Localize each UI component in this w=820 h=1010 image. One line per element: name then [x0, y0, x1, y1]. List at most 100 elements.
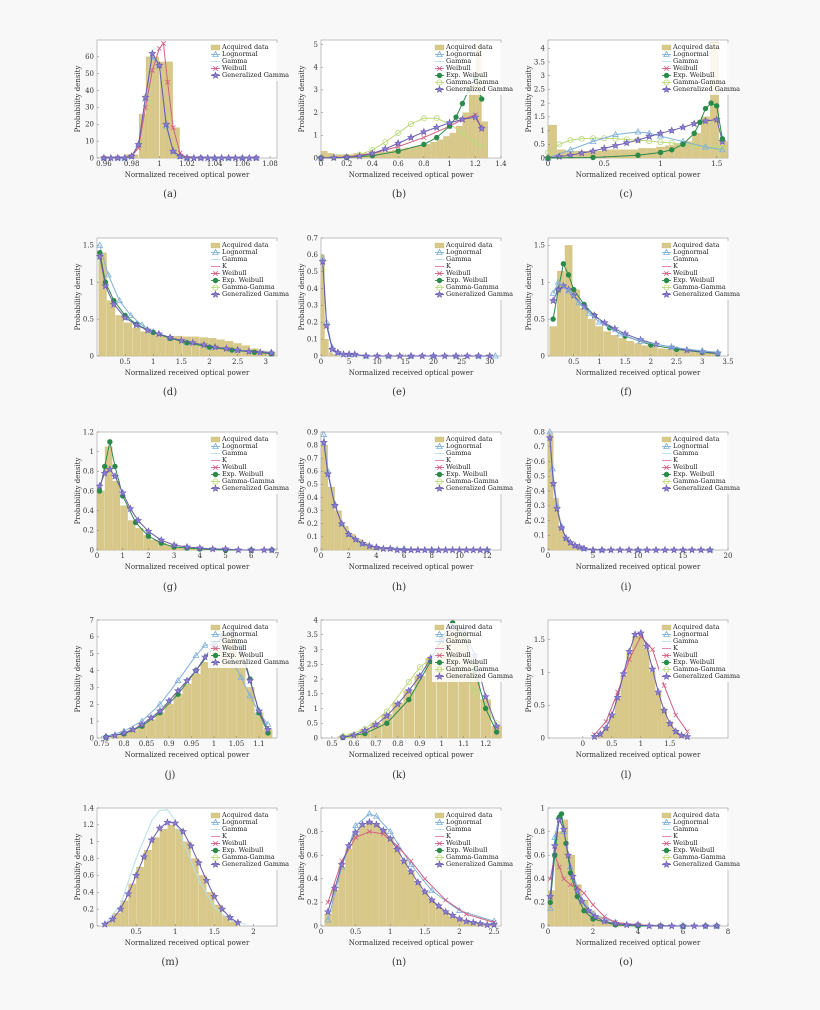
data-point	[105, 465, 114, 473]
data-point	[156, 706, 164, 715]
histogram-bar	[324, 338, 329, 357]
histogram-bar	[400, 859, 408, 927]
legend-item-generalized-gamma: Generalized Gamma	[222, 860, 289, 868]
y-tick-label: 0.6	[307, 251, 319, 259]
data-point	[585, 309, 593, 316]
histogram-bar	[222, 915, 230, 927]
data-point	[320, 430, 328, 438]
data-point	[566, 538, 575, 547]
data-point	[201, 641, 209, 648]
data-point	[143, 325, 152, 334]
x-tick-label: 1	[212, 740, 216, 748]
data-point	[554, 278, 562, 285]
data-point	[706, 545, 714, 554]
histogram-bar	[674, 144, 683, 159]
data-point	[351, 535, 360, 543]
data-point	[607, 710, 616, 719]
x-tick-label: 7	[275, 552, 279, 560]
data-point	[379, 826, 388, 834]
data-point	[463, 351, 472, 360]
y-tick-label: 4	[541, 45, 546, 53]
data-point	[702, 143, 709, 150]
y-tick-label: 0.6	[307, 852, 319, 860]
data-point	[362, 351, 370, 360]
legend-item-exp-weibull: Exp. Weibull	[222, 651, 263, 659]
histogram-bar	[245, 687, 255, 739]
legend-item-exp-weibull: Exp. Weibull	[222, 846, 263, 854]
data-point	[323, 907, 332, 916]
histogram-bar	[381, 714, 393, 739]
data-point	[102, 732, 110, 741]
legend-item-gamma: Gamma	[222, 637, 247, 645]
data-point	[156, 45, 162, 51]
histogram-bar	[603, 331, 611, 357]
data-point	[611, 141, 620, 150]
y-axis-label: Probability density	[298, 646, 306, 713]
histogram-bar	[435, 906, 443, 927]
data-point	[132, 320, 141, 329]
histogram-bar	[417, 145, 424, 159]
data-point	[598, 545, 606, 554]
histogram-bar	[359, 825, 366, 927]
data-point	[565, 272, 572, 278]
legend-item-k: K	[446, 262, 451, 270]
legend-item-acquired-data: Acquired data	[445, 435, 493, 443]
data-point	[670, 545, 678, 554]
data-point	[405, 678, 412, 685]
x-tick-label: 0.4	[367, 160, 379, 168]
data-point	[413, 878, 422, 886]
data-point	[330, 501, 339, 509]
histogram-bar	[411, 146, 418, 159]
data-point	[556, 141, 563, 148]
x-tick-label: 0.85	[139, 740, 155, 748]
histogram-bar	[456, 126, 463, 159]
data-point	[420, 545, 429, 554]
data-point	[564, 850, 573, 859]
x-axis-label: Normalized received optical power	[576, 939, 701, 947]
histogram-bar	[214, 904, 223, 927]
histogram-bar	[123, 322, 132, 357]
data-point	[129, 725, 137, 733]
subplot-caption: (g)	[163, 582, 177, 593]
x-tick-label: 5	[223, 552, 227, 560]
data-point	[683, 732, 692, 741]
legend-item-acquired-data: Acquired data	[221, 435, 269, 443]
data-point	[712, 921, 721, 930]
series-line	[552, 281, 718, 353]
histogram-bar	[173, 694, 183, 739]
x-tick-label: 1	[639, 740, 643, 748]
y-tick-label: 0	[541, 154, 545, 162]
x-tick-label: 0.95	[184, 740, 200, 748]
data-point	[393, 545, 402, 554]
data-point	[469, 918, 478, 926]
data-point	[413, 545, 422, 554]
y-tick-label: 1	[314, 132, 318, 140]
data-point	[255, 706, 263, 715]
y-tick-label: 0.4	[534, 487, 546, 495]
data-point	[589, 146, 597, 155]
legend-item-weibull: Weibull	[673, 269, 698, 277]
data-point	[684, 728, 690, 734]
x-tick-label: 1.5	[209, 928, 220, 936]
histogram-bar	[182, 683, 192, 739]
data-point	[118, 488, 127, 497]
legend-item-k: K	[446, 832, 451, 840]
data-point	[601, 914, 607, 920]
data-point	[218, 904, 227, 913]
legend-item-gamma-gamma: Gamma-Gamma	[222, 853, 275, 861]
data-point	[415, 671, 424, 680]
data-point	[613, 693, 622, 701]
histogram-bar	[120, 505, 128, 551]
data-point	[116, 296, 123, 304]
x-tick-label: 0.7	[370, 740, 381, 748]
legend-item-gamma: Gamma	[222, 825, 247, 833]
histogram-bar	[468, 85, 476, 159]
y-tick-label: 1.2	[83, 428, 94, 436]
data-point	[602, 723, 611, 732]
y-tick-label: 0	[314, 734, 318, 742]
legend-item-weibull: Weibull	[222, 644, 247, 652]
data-point	[384, 351, 393, 360]
data-point	[661, 683, 667, 689]
x-axis-label: Normalized received optical power	[125, 563, 250, 571]
histogram-bar	[414, 675, 425, 739]
